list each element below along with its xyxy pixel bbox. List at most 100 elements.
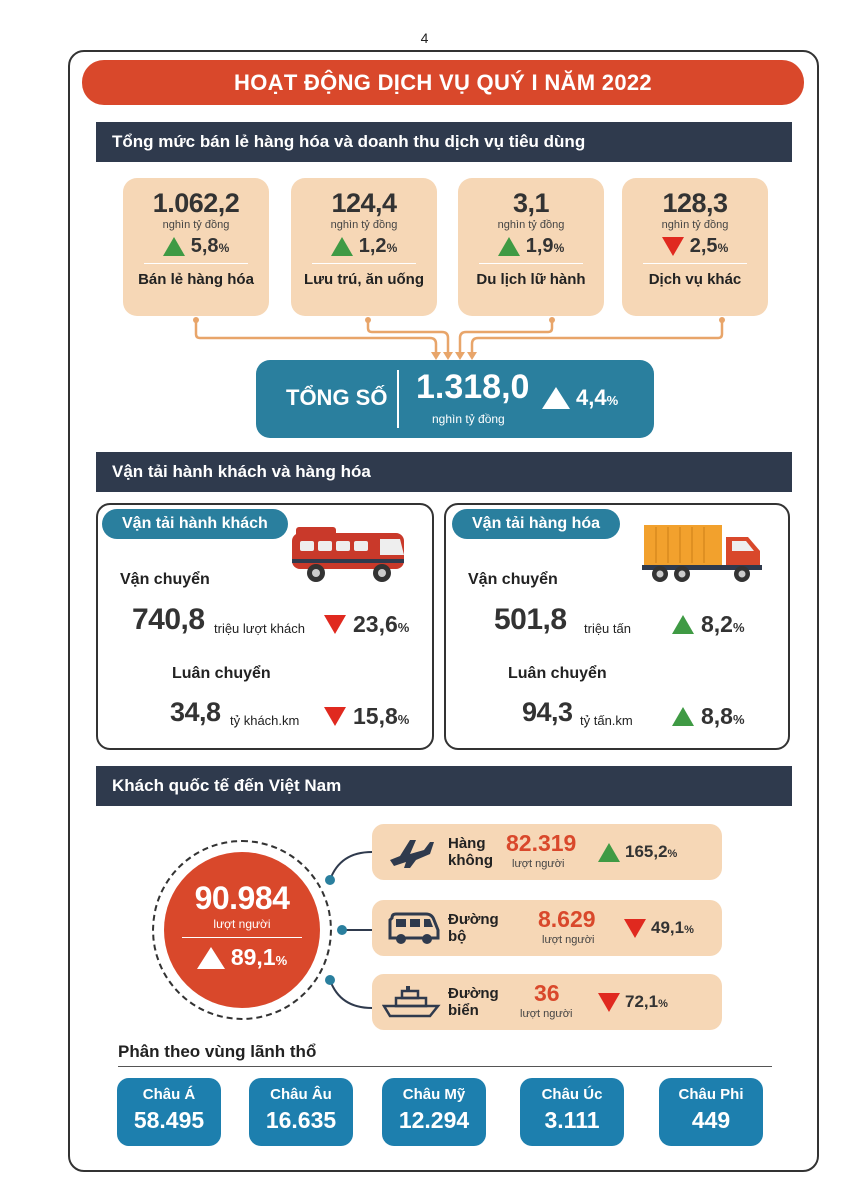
passenger-rotate-change: 15,8% xyxy=(324,703,409,730)
mode-unit: lượt người xyxy=(520,1008,573,1020)
freight-title: Vận tải hàng hóa xyxy=(452,509,621,539)
visitor-branch-lines xyxy=(325,851,373,1009)
retail-label: Du lịch lữ hành xyxy=(476,271,586,288)
region-name: Châu Âu xyxy=(270,1086,332,1103)
freight-rotate-value: 94,3 xyxy=(522,697,573,727)
retail-label: Dịch vụ khác xyxy=(648,271,742,288)
region-value: 16.635 xyxy=(265,1107,337,1133)
retail-value: 3,1 xyxy=(512,188,550,218)
freight-carry-change: 8,2% xyxy=(672,611,745,638)
freight-carry-unit: triệu tấn xyxy=(584,621,631,636)
region-value: 449 xyxy=(691,1107,731,1133)
retail-section-heading: Tổng mức bán lẻ hàng hóa và doanh thu dị… xyxy=(96,122,792,162)
retail-value: 124,4 xyxy=(331,188,397,218)
passenger-carry-unit: triệu lượt khách xyxy=(214,621,305,636)
mode-road: Đường bộ 8.629 lượt người 49,1% xyxy=(372,900,722,956)
passenger-rotate-value: 34,8 xyxy=(170,697,221,727)
freight-rotate-unit: tỷ tấn.km xyxy=(580,713,633,728)
up-arrow-icon xyxy=(672,615,694,634)
down-arrow-icon xyxy=(624,918,646,938)
up-arrow-icon xyxy=(672,707,694,726)
retail-unit: nghìn tỷ đồng xyxy=(330,219,398,231)
mode-change: 72,1% xyxy=(598,992,668,1012)
passenger-carry-change: 23,6% xyxy=(324,611,409,638)
passenger-carry-value: 740,8 xyxy=(132,603,205,636)
retail-card-accommodation: 124,4 nghìn tỷ đồng 1,2% Lưu trú, ăn uốn… xyxy=(291,178,437,316)
up-arrow-icon xyxy=(330,237,353,256)
mode-sea: Đường biển 36 lượt người 72,1% xyxy=(372,974,722,1030)
retail-change: 2,5% xyxy=(622,235,768,258)
region-value: 12.294 xyxy=(398,1107,470,1133)
divider xyxy=(479,263,583,264)
mode-name: Hàng không xyxy=(448,835,493,869)
freight-carry-label: Vận chuyển xyxy=(468,571,558,588)
retail-unit: nghìn tỷ đồng xyxy=(162,219,230,231)
retail-unit: nghìn tỷ đồng xyxy=(661,219,729,231)
bus-icon xyxy=(292,527,404,582)
up-arrow-icon xyxy=(196,946,225,969)
up-arrow-icon xyxy=(542,387,570,409)
total-box: TỔNG SỐ 1.318,0 nghìn tỷ đồng 4,4% xyxy=(256,360,654,438)
region-card-asia: Châu Á 58.495 xyxy=(117,1078,221,1146)
infographic-frame xyxy=(68,50,819,1172)
retail-unit: nghìn tỷ đồng xyxy=(497,219,565,231)
region-card-africa: Châu Phi 449 xyxy=(659,1078,763,1146)
retail-label: Bán lẻ hàng hóa xyxy=(138,271,254,288)
retail-card-other-services: 128,3 nghìn tỷ đồng 2,5% Dịch vụ khác xyxy=(622,178,768,316)
total-unit: nghìn tỷ đồng xyxy=(432,412,505,426)
retail-change: 1,9% xyxy=(458,235,604,258)
mode-unit: lượt người xyxy=(512,858,565,870)
freight-transport-box: Vận tải hàng hóa Vận chuyển 501,8 triệu … xyxy=(444,503,790,750)
region-value: 3.111 xyxy=(544,1107,600,1133)
mode-value: 82.319 xyxy=(506,830,577,856)
region-name: Châu Úc xyxy=(541,1086,603,1103)
up-arrow-icon xyxy=(162,237,185,256)
total-visitors-value: 90.984 xyxy=(194,880,290,916)
retail-value: 1.062,2 xyxy=(152,188,240,218)
divider xyxy=(182,937,302,938)
region-card-europe: Châu Âu 16.635 xyxy=(249,1078,353,1146)
truck-icon xyxy=(642,525,762,582)
main-title: HOẠT ĐỘNG DỊCH VỤ QUÝ I NĂM 2022 xyxy=(82,60,804,105)
freight-rotate-change: 8,8% xyxy=(672,703,745,730)
mode-change: 165,2% xyxy=(598,842,677,862)
total-visitors-change: 89,1% xyxy=(164,944,320,971)
region-name: Châu Á xyxy=(142,1086,196,1103)
total-divider xyxy=(397,370,399,428)
passenger-rotate-unit: tỷ khách.km xyxy=(230,713,300,728)
retail-card-goods: 1.062,2 nghìn tỷ đồng 5,8% Bán lẻ hàng h… xyxy=(123,178,269,316)
retail-change: 1,2% xyxy=(291,235,437,258)
divider xyxy=(144,263,248,264)
region-name: Châu Phi xyxy=(678,1086,744,1103)
mode-name: Đường bộ xyxy=(448,911,499,945)
region-divider xyxy=(118,1066,772,1067)
divider xyxy=(643,263,747,264)
connector-lines xyxy=(193,317,725,360)
region-name: Châu Mỹ xyxy=(402,1086,466,1103)
total-visitors-ring xyxy=(152,840,332,1020)
freight-carry-value: 501,8 xyxy=(494,603,567,636)
transport-section-heading: Vận tải hành khách và hàng hóa xyxy=(96,452,792,492)
passenger-title: Vận tải hành khách xyxy=(102,509,288,539)
mode-value: 36 xyxy=(534,980,560,1006)
mode-change: 49,1% xyxy=(624,918,694,938)
retail-change: 5,8% xyxy=(123,235,269,258)
region-card-oceania: Châu Úc 3.111 xyxy=(520,1078,624,1146)
mode-unit: lượt người xyxy=(542,934,595,946)
passenger-carry-label: Vận chuyển xyxy=(120,571,210,588)
retail-value: 128,3 xyxy=(662,188,728,218)
visitors-section-heading: Khách quốc tế đến Việt Nam xyxy=(96,766,792,806)
up-arrow-icon xyxy=(497,237,520,256)
mode-name: Đường biển xyxy=(448,985,499,1019)
airplane-icon xyxy=(390,840,434,868)
mode-air: Hàng không 82.319 lượt người 165,2% xyxy=(372,824,722,880)
down-arrow-icon xyxy=(324,707,346,726)
divider xyxy=(312,263,416,264)
retail-label: Lưu trú, ăn uống xyxy=(303,271,424,288)
up-arrow-icon xyxy=(598,842,620,862)
total-change: 4,4% xyxy=(542,385,618,411)
retail-card-travel: 3,1 nghìn tỷ đồng 1,9% Du lịch lữ hành xyxy=(458,178,604,316)
total-visitors-circle: 90.984 lượt người 89,1% xyxy=(164,852,320,1008)
region-card-america: Châu Mỹ 12.294 xyxy=(382,1078,486,1146)
total-visitors-unit: lượt người xyxy=(213,917,271,931)
